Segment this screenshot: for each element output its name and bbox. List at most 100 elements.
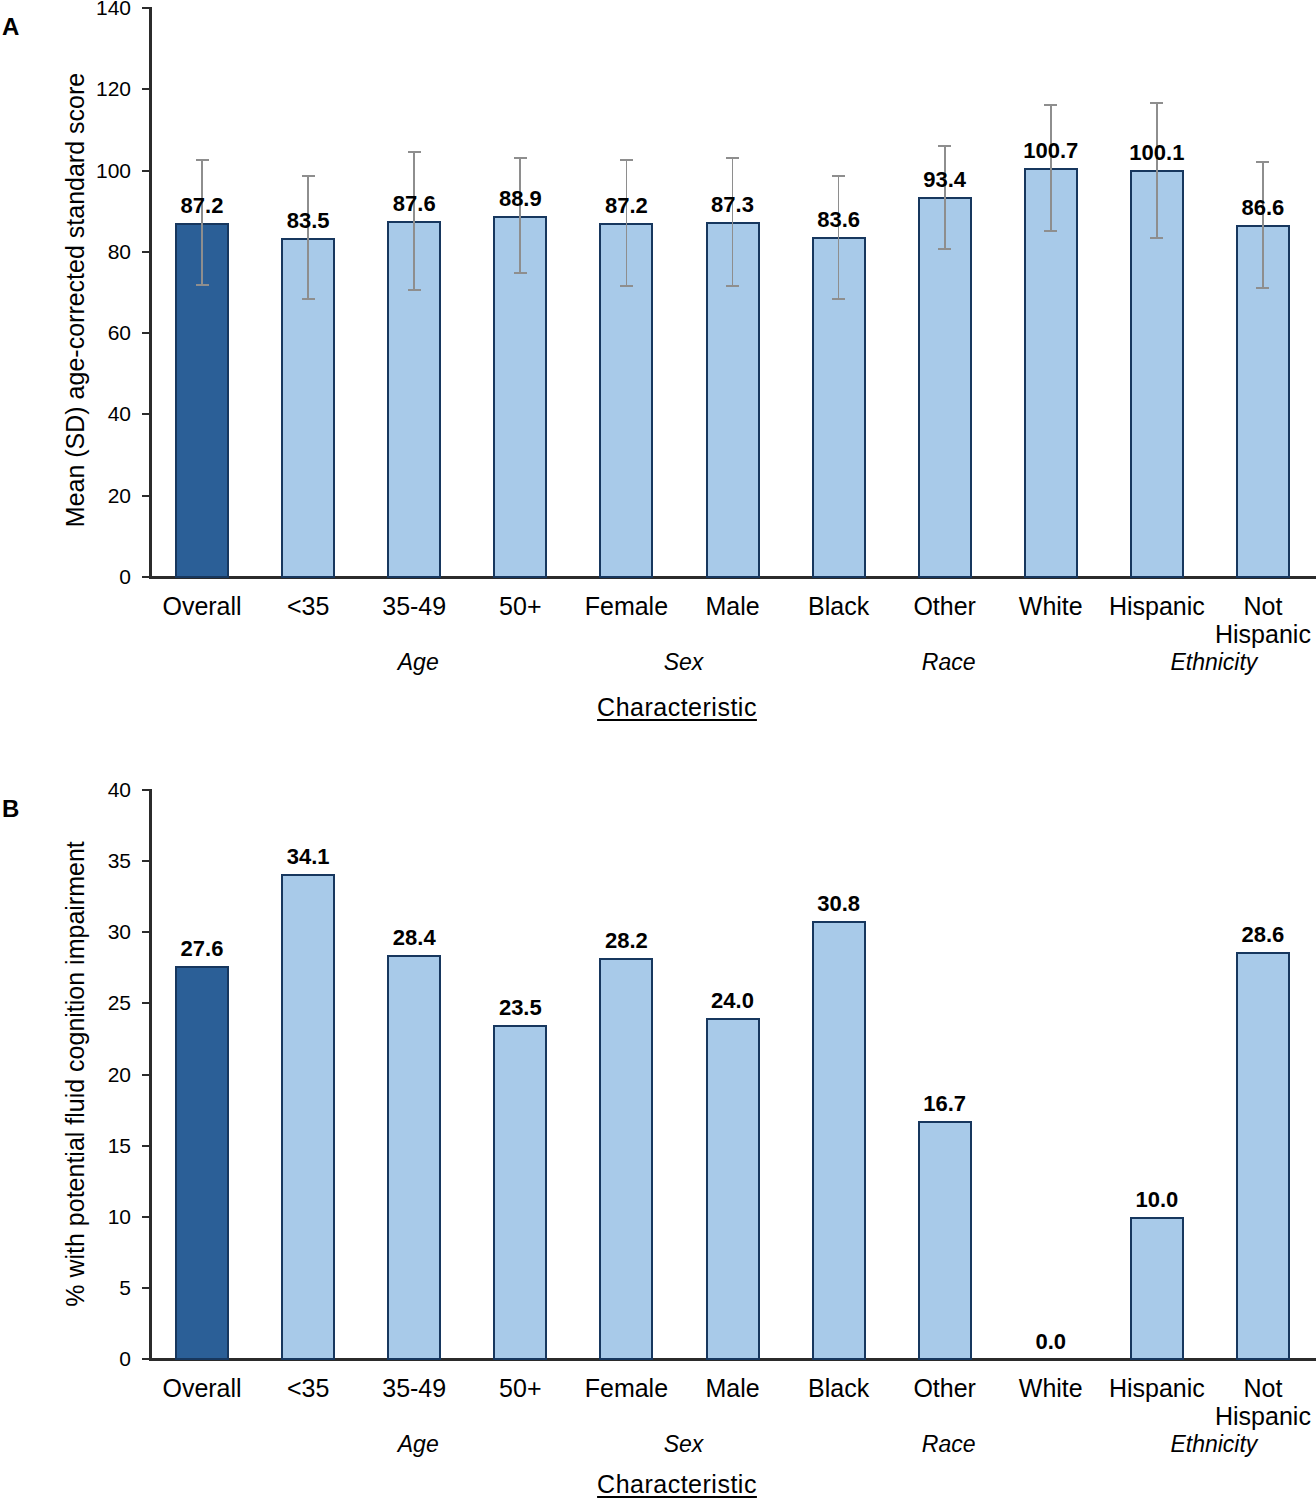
panel-a-error-cap <box>302 298 315 300</box>
panel-a-y-tick-label: 40 <box>40 400 131 428</box>
panel-b-category-label: Not Hispanic <box>1209 1374 1316 1430</box>
panel-b-bar-other <box>918 1121 972 1360</box>
panel-a-category-label: White <box>997 592 1105 620</box>
panel-a-error-cap <box>726 285 739 287</box>
panel-a-error-cap <box>408 151 421 153</box>
panel-a-value-label: 83.5 <box>255 207 361 235</box>
panel-a-error-cap <box>514 272 527 274</box>
panel-b-group-label-age: Age <box>333 1430 503 1458</box>
panel-a-value-label: 100.7 <box>998 137 1104 165</box>
panel-a-group-label-sex: Sex <box>598 648 768 676</box>
panel-b-value-label: 30.8 <box>786 890 892 918</box>
panel-b-bar-35-49 <box>387 955 441 1360</box>
panel-a-category-label: Other <box>891 592 999 620</box>
panel-a-error-bar <box>1156 103 1158 238</box>
panel-a-value-label: 93.4 <box>892 166 998 194</box>
panel-a-category-label: Black <box>785 592 893 620</box>
panel-b-value-label: 10.0 <box>1104 1186 1210 1214</box>
panel-b-bar-50- <box>493 1025 547 1360</box>
panel-a-category-label: Not Hispanic <box>1209 592 1316 648</box>
panel-b-value-label: 27.6 <box>149 935 255 963</box>
panel-a-category-label: Overall <box>148 592 256 620</box>
panel-b-group-label-race: Race <box>864 1430 1034 1458</box>
panel-a-y-axis-title: Mean (SD) age-corrected standard score <box>61 73 90 527</box>
panel-a-error-cap <box>408 289 421 291</box>
panel-a-y-tick <box>142 88 150 90</box>
panel-a-group-label-ethnicity: Ethnicity <box>1129 648 1299 676</box>
panel-a-category-label: <35 <box>254 592 362 620</box>
panel-b-value-label: 28.4 <box>361 924 467 952</box>
panel-b-y-tick-label: 35 <box>40 847 131 875</box>
panel-a-category-label: 35-49 <box>360 592 468 620</box>
panel-a-category-label: Female <box>572 592 680 620</box>
panel-a-y-tick-label: 140 <box>40 0 131 22</box>
panel-b-category-label: Other <box>891 1374 999 1402</box>
panel-a-y-tick <box>142 495 150 497</box>
panel-b-y-tick <box>142 1216 150 1218</box>
panel-a-error-cap <box>196 284 209 286</box>
panel-a-error-cap <box>832 175 845 177</box>
panel-a-error-cap <box>1044 230 1057 232</box>
panel-a-error-bar <box>626 160 628 286</box>
panel-a-category-label: Male <box>679 592 787 620</box>
panel-a-group-label-age: Age <box>333 648 503 676</box>
panel-b-y-tick <box>142 1145 150 1147</box>
panel-a-y-tick-label: 60 <box>40 319 131 347</box>
panel-a-error-cap <box>1256 287 1269 289</box>
panel-a-y-tick <box>142 576 150 578</box>
panel-a-error-cap <box>832 298 845 300</box>
panel-a-error-cap <box>1256 161 1269 163</box>
panel-a-value-label: 87.2 <box>573 192 679 220</box>
panel-b-bar-female <box>599 958 653 1360</box>
panel-a-error-bar <box>413 152 415 290</box>
panel-a-y-tick-label: 0 <box>40 563 131 591</box>
panel-b-y-tick-label: 30 <box>40 918 131 946</box>
panel-b-category-label: Male <box>679 1374 787 1402</box>
panel-a-y-tick-label: 120 <box>40 75 131 103</box>
panel-a-y-tick <box>142 332 150 334</box>
panel-b-y-tick <box>142 860 150 862</box>
panel-b-y-tick <box>142 931 150 933</box>
panel-b-y-tick-label: 0 <box>40 1345 131 1373</box>
panel-b-value-label: 0.0 <box>998 1328 1104 1356</box>
panel-b-group-label-sex: Sex <box>598 1430 768 1458</box>
panel-a-error-bar <box>307 176 309 300</box>
panel-b-y-tick-label: 20 <box>40 1061 131 1089</box>
panel-a-category-label: 50+ <box>466 592 574 620</box>
panel-a-error-bar <box>519 158 521 273</box>
panel-b-y-tick <box>142 1287 150 1289</box>
panel-a-error-bar <box>201 160 203 284</box>
panel-a-label: A <box>2 12 19 42</box>
panel-a-value-label: 83.6 <box>786 206 892 234</box>
panel-b-value-label: 34.1 <box>255 843 361 871</box>
panel-b-category-label: 50+ <box>466 1374 574 1402</box>
panel-a-value-label: 100.1 <box>1104 139 1210 167</box>
panel-b-y-tick-label: 40 <box>40 776 131 804</box>
panel-b-category-label: Hispanic <box>1103 1374 1211 1402</box>
panel-a-value-label: 87.2 <box>149 192 255 220</box>
panel-b-category-label: 35-49 <box>360 1374 468 1402</box>
panel-a-value-label: 88.9 <box>467 185 573 213</box>
panel-a-y-axis <box>149 7 152 578</box>
panel-b-bar-black <box>812 921 866 1360</box>
panel-a-error-cap <box>620 159 633 161</box>
panel-a-y-tick-label: 80 <box>40 238 131 266</box>
panel-b-category-label: Female <box>572 1374 680 1402</box>
panel-a-y-tick <box>142 7 150 9</box>
panel-b-bar-overall <box>175 966 229 1360</box>
panel-b-bar-not-hispanic <box>1236 952 1290 1360</box>
panel-b-bar-hispanic <box>1130 1217 1184 1360</box>
panel-b-y-tick-label: 10 <box>40 1203 131 1231</box>
panel-a-error-bar <box>944 146 946 249</box>
panel-b-x-axis-title: Characteristic <box>597 1470 757 1498</box>
panel-a-error-bar <box>838 176 840 299</box>
panel-b-y-tick <box>142 789 150 791</box>
panel-a-error-cap <box>938 248 951 250</box>
panel-a-y-tick <box>142 251 150 253</box>
panel-a-error-cap <box>938 145 951 147</box>
panel-a-bar-other <box>918 197 972 578</box>
panel-a-error-cap <box>1044 104 1057 106</box>
panel-a-y-tick-label: 100 <box>40 157 131 185</box>
panel-a-value-label: 87.3 <box>680 191 786 219</box>
panel-b-category-label: Overall <box>148 1374 256 1402</box>
